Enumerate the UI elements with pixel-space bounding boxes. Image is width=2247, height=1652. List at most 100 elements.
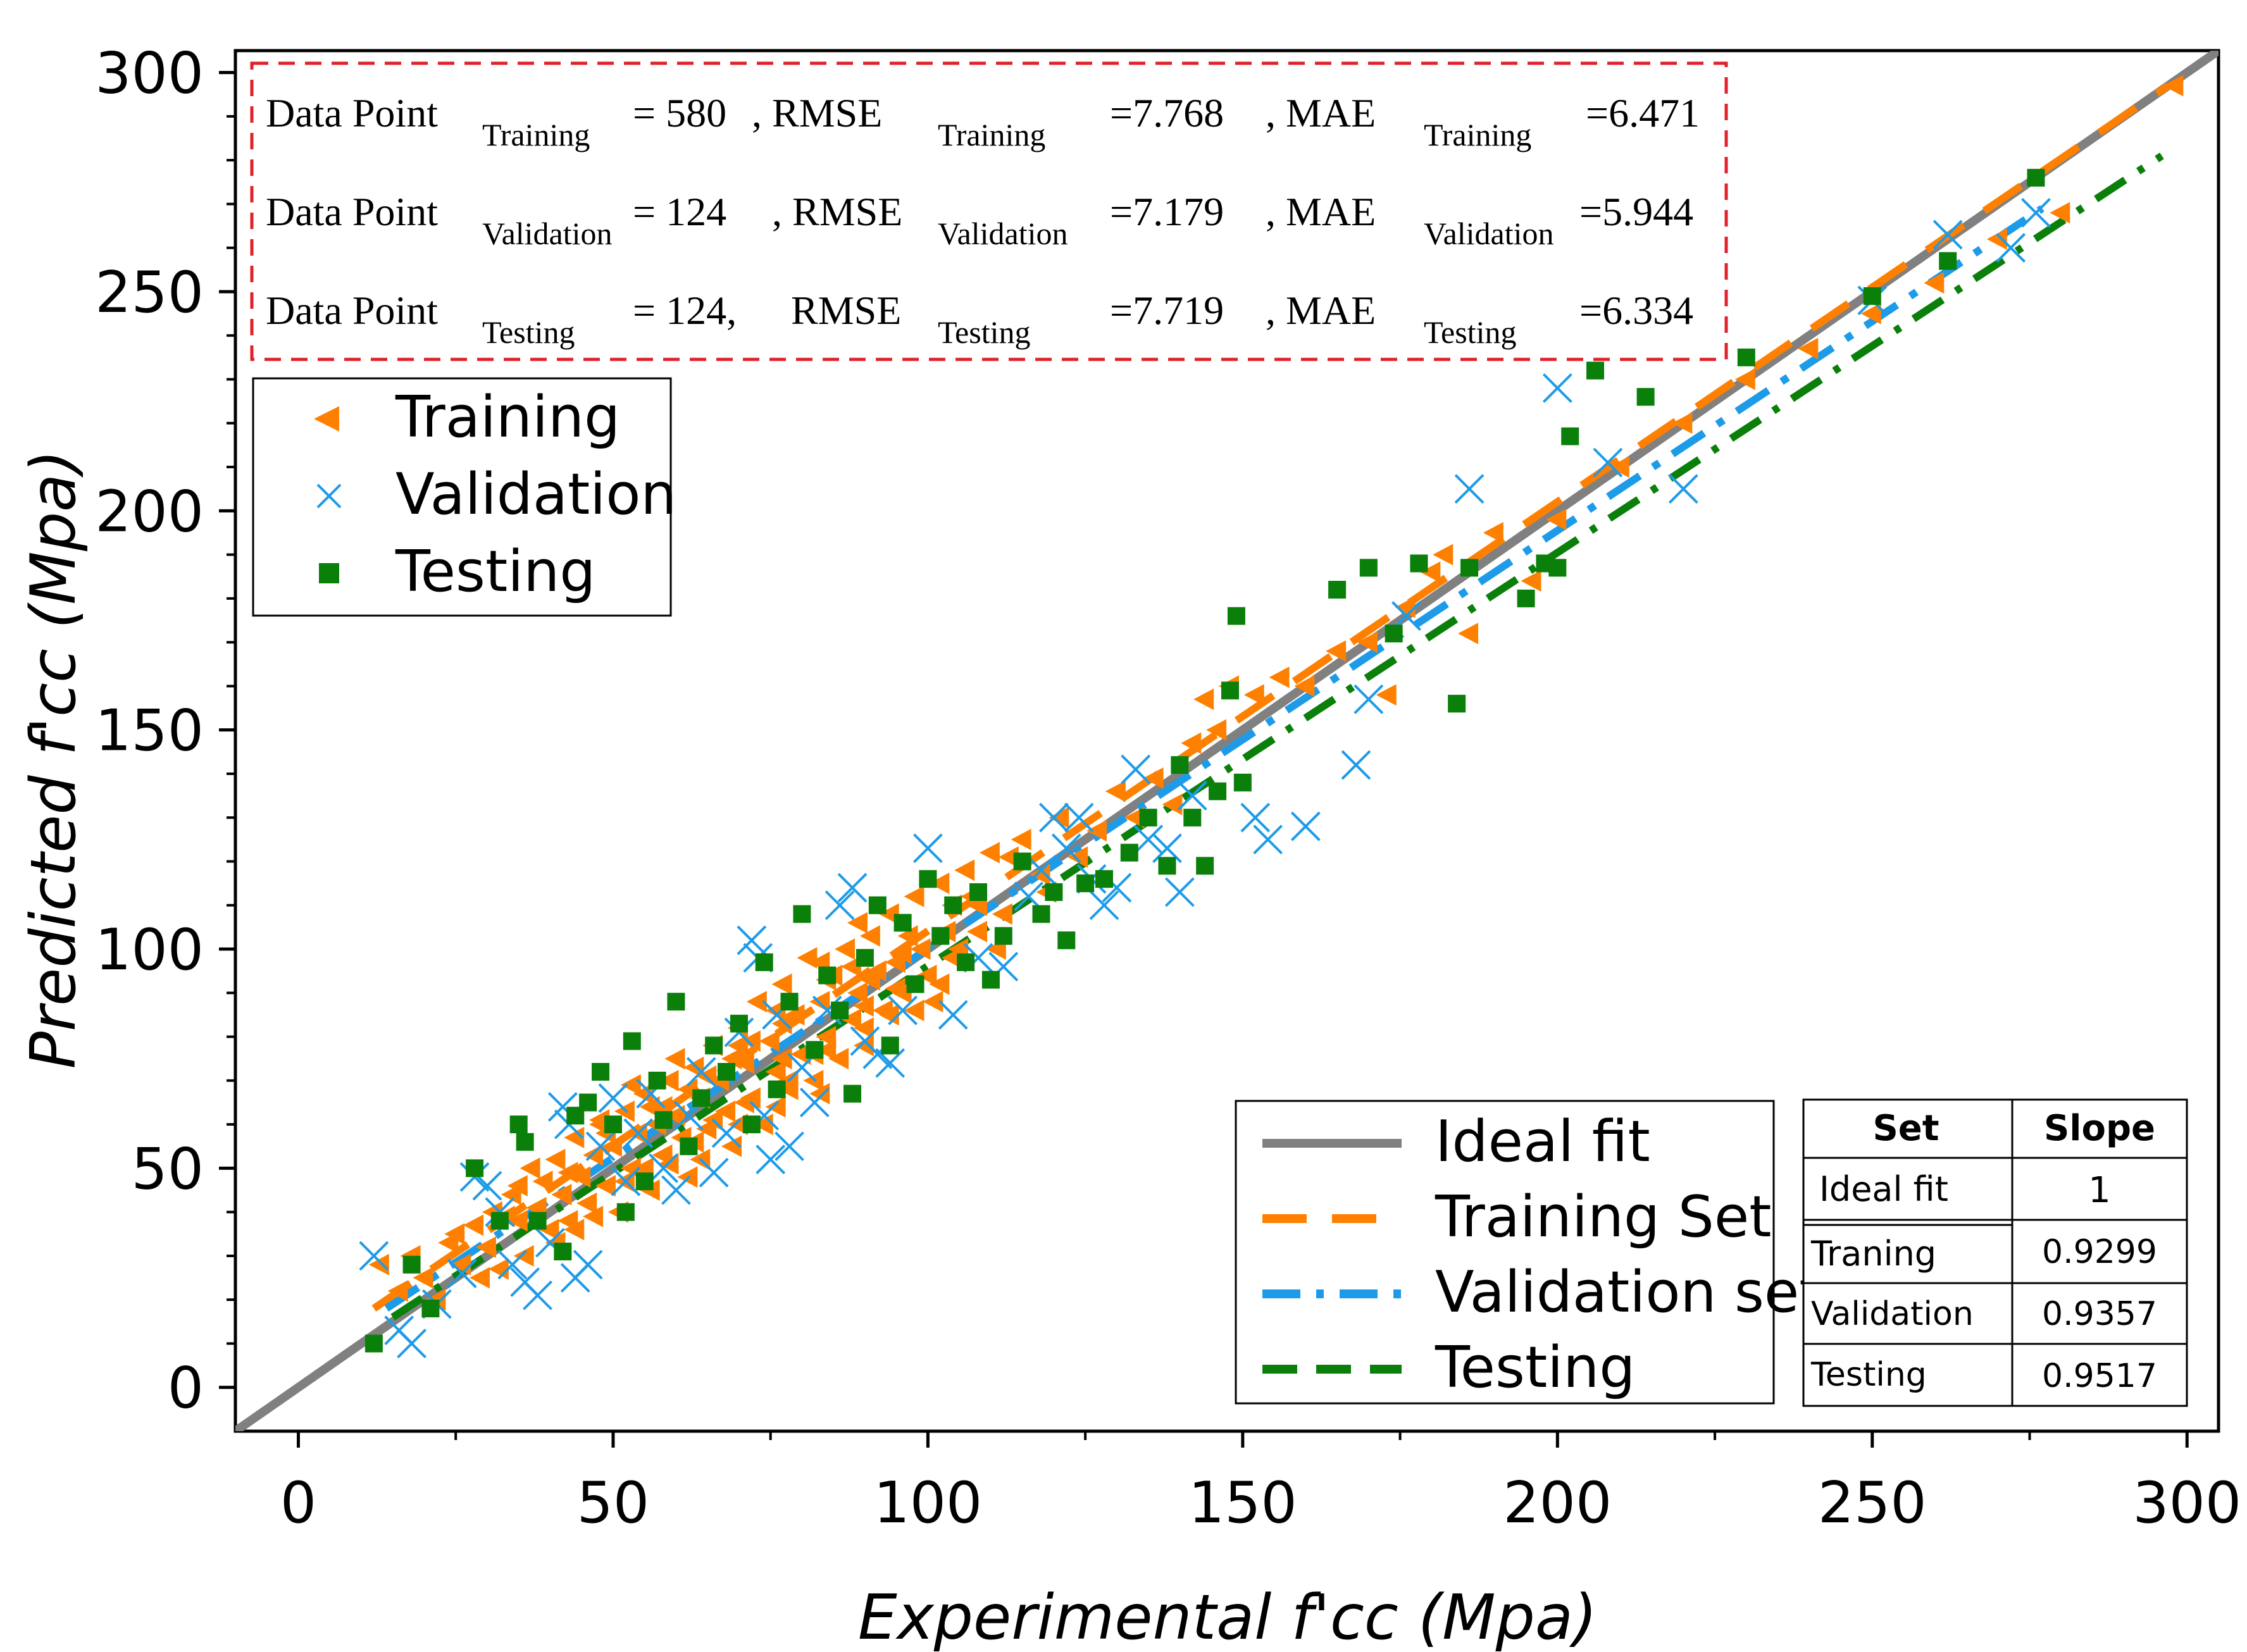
- stats-row-validation: Data Point Validation = 124 , RMSE Valid…: [266, 189, 1693, 251]
- training-point: [1011, 828, 1031, 850]
- testing-point: [944, 896, 962, 914]
- training-point: [620, 1074, 641, 1096]
- training-point: [1609, 456, 1629, 478]
- testing-point: [402, 1255, 421, 1274]
- training-point: [715, 1100, 736, 1122]
- training-point: [803, 1069, 824, 1091]
- testing-point: [906, 975, 924, 993]
- validation-point: [686, 1057, 716, 1087]
- stats-dp-value: = 124,: [633, 288, 737, 333]
- training-point: [929, 973, 950, 995]
- training-point: [507, 1210, 528, 1232]
- testing-point: [1561, 427, 1579, 445]
- training-point: [1521, 570, 1541, 592]
- training-point: [916, 964, 937, 986]
- testing-point: [1209, 782, 1227, 800]
- testing-point: [969, 883, 988, 901]
- testing-point: [1448, 695, 1466, 713]
- training-point: [1672, 412, 1693, 434]
- stats-dp-sub: Training: [482, 117, 590, 152]
- testing-point: [1013, 852, 1031, 871]
- training-point: [847, 982, 868, 1004]
- training-point: [771, 1012, 792, 1034]
- training-point: [1049, 807, 1069, 829]
- validation-point: [397, 1329, 426, 1358]
- validation-point: [837, 873, 868, 903]
- training-point: [721, 1135, 742, 1157]
- training-point: [1357, 631, 1378, 654]
- testing-point: [1171, 756, 1189, 774]
- testing-point: [831, 1002, 849, 1020]
- x-tick-label: 250: [1818, 1470, 1927, 1536]
- training-point: [532, 1171, 553, 1193]
- training-point: [570, 1166, 591, 1188]
- testing-point: [1863, 287, 1881, 305]
- validation-point: [1354, 684, 1384, 714]
- stats-rmse-value: =7.719: [1110, 288, 1224, 333]
- validation-point: [1341, 750, 1371, 780]
- training-point: [1193, 688, 1214, 711]
- stats-mae-label: , MAE: [1266, 90, 1376, 135]
- testing-point: [718, 1062, 736, 1081]
- testing-point: [592, 1062, 610, 1081]
- validation-point: [359, 1241, 389, 1271]
- legend-testing-line-label: Testing: [1435, 1334, 1635, 1401]
- testing-point: [490, 1212, 509, 1230]
- training-point: [929, 873, 950, 895]
- x-tick-label: 300: [2132, 1470, 2241, 1536]
- legend-testing-label: Testing: [395, 538, 595, 605]
- validation-point: [711, 1118, 742, 1148]
- x-tick-label: 100: [874, 1470, 983, 1536]
- validation-point: [912, 833, 943, 864]
- validation-point: [775, 1131, 804, 1162]
- stats-dp-value: = 580: [633, 90, 726, 135]
- x-axis-title: Experimental f'cc (Mpa): [858, 1582, 1597, 1652]
- training-point: [1162, 793, 1183, 816]
- training-point: [1734, 368, 1755, 390]
- training-point: [809, 1083, 830, 1105]
- fit-line-validation: [384, 205, 2045, 1312]
- training-point: [866, 960, 887, 982]
- stats-rmse-value: =7.179: [1110, 189, 1224, 234]
- training-point: [488, 1258, 509, 1280]
- stats-rmse-value: =7.768: [1110, 90, 1224, 135]
- testing-point: [742, 1115, 761, 1134]
- testing-point: [768, 1080, 786, 1098]
- stats-dp-sub: Testing: [482, 314, 575, 350]
- training-point: [859, 969, 880, 991]
- stats-mae-sub: Validation: [1424, 216, 1554, 251]
- y-tick-label: 150: [95, 698, 204, 764]
- validation-point: [1133, 824, 1164, 855]
- validation-point: [1051, 833, 1081, 864]
- training-point: [664, 1048, 685, 1070]
- validation-point: [623, 1118, 654, 1148]
- y-tick-label: 0: [168, 1355, 204, 1422]
- testing-point: [2027, 168, 2045, 187]
- training-point: [1206, 719, 1227, 741]
- training-point: [557, 1162, 578, 1184]
- testing-marker-icon: [319, 563, 339, 583]
- testing-point: [730, 1014, 748, 1033]
- slope-table-set-cell: Ideal fit: [1819, 1169, 1948, 1209]
- validation-point: [825, 890, 855, 921]
- stats-rmse-sub: Training: [938, 117, 1045, 152]
- training-point: [1243, 684, 1264, 706]
- training-point: [923, 991, 943, 1013]
- training-point: [967, 921, 988, 943]
- y-tick-label: 50: [131, 1136, 204, 1202]
- stats-dp-label: Data Point: [266, 288, 438, 333]
- validation-point: [1933, 220, 1963, 250]
- training-point: [601, 1135, 622, 1157]
- line-legend-box: [1235, 1100, 1775, 1405]
- legend-training-set-label: Training Set: [1435, 1184, 1772, 1250]
- validation-point: [1121, 754, 1151, 785]
- testing-point: [1120, 843, 1138, 862]
- stats-rmse-label: , RMSE: [772, 189, 902, 234]
- training-point: [727, 1034, 748, 1057]
- y-tick-label: 250: [95, 259, 204, 326]
- training-point: [733, 1052, 754, 1074]
- axes: 0 50 100 150 200 250 300 0 50 100 150 200 250 300: [95, 40, 2241, 1536]
- validation-point: [699, 1157, 729, 1188]
- validation-point: [1240, 802, 1271, 833]
- testing-point: [1636, 388, 1655, 406]
